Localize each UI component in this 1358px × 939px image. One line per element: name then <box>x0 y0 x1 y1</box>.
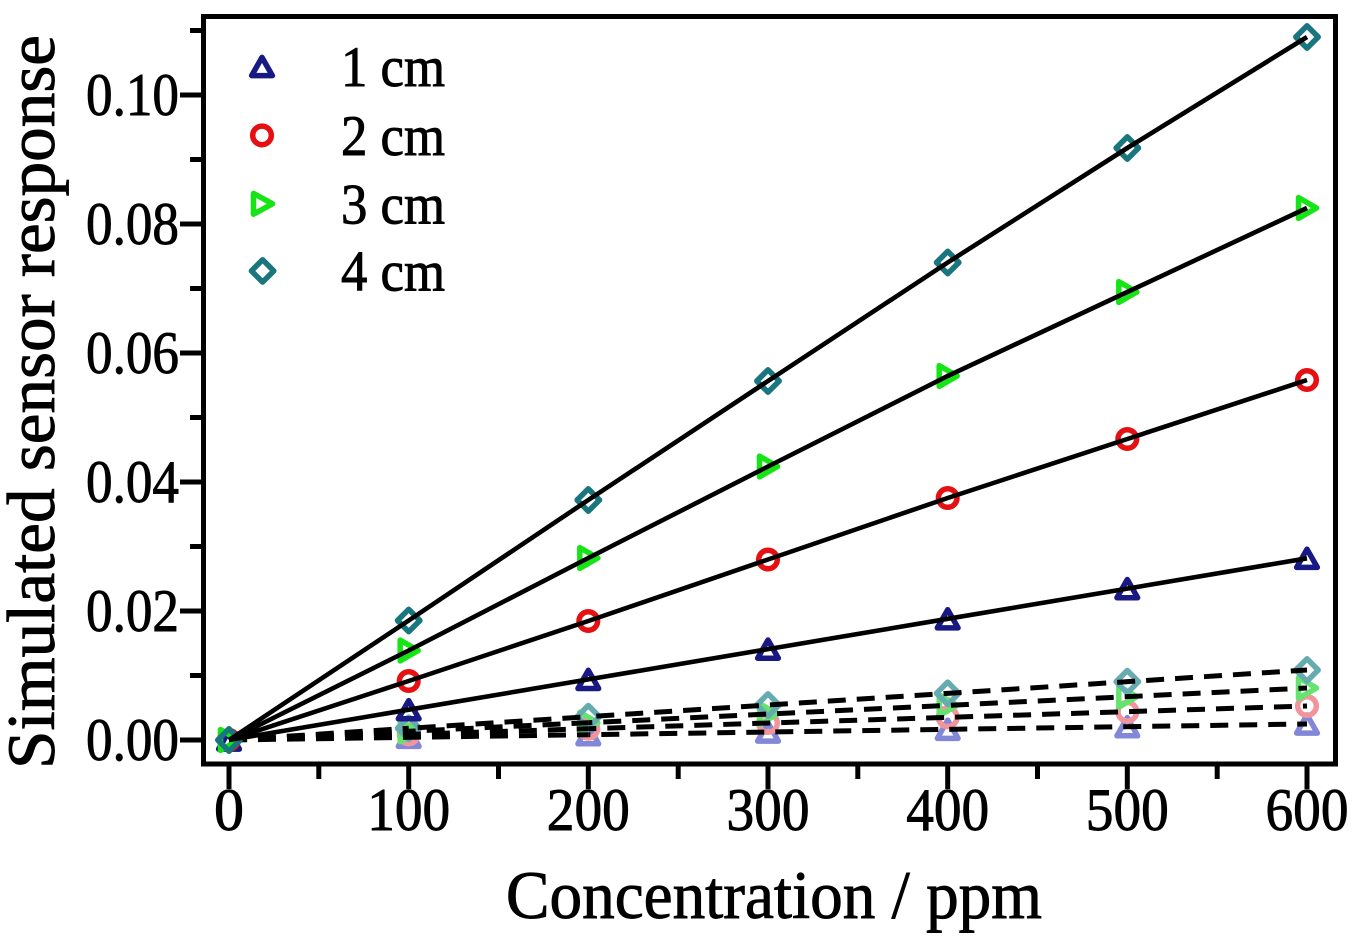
svg-text:0.04: 0.04 <box>86 449 179 515</box>
svg-text:3 cm: 3 cm <box>341 173 445 236</box>
svg-text:300: 300 <box>727 777 810 843</box>
svg-text:0.00: 0.00 <box>86 707 179 773</box>
svg-text:2 cm: 2 cm <box>341 105 445 168</box>
svg-text:600: 600 <box>1266 777 1349 843</box>
svg-text:0: 0 <box>214 777 244 843</box>
svg-text:0.02: 0.02 <box>86 578 179 644</box>
svg-text:Simulated sensor response: Simulated sensor response <box>0 35 69 769</box>
svg-text:4 cm: 4 cm <box>341 240 445 303</box>
svg-text:1 cm: 1 cm <box>341 36 445 99</box>
svg-text:500: 500 <box>1086 777 1169 843</box>
svg-text:0.10: 0.10 <box>86 62 179 128</box>
svg-text:100: 100 <box>367 777 450 843</box>
svg-text:0.06: 0.06 <box>86 320 179 386</box>
svg-text:200: 200 <box>547 777 630 843</box>
svg-text:400: 400 <box>906 777 989 843</box>
svg-text:0.08: 0.08 <box>86 191 179 257</box>
svg-text:Concentration / ppm: Concentration / ppm <box>506 857 1042 933</box>
